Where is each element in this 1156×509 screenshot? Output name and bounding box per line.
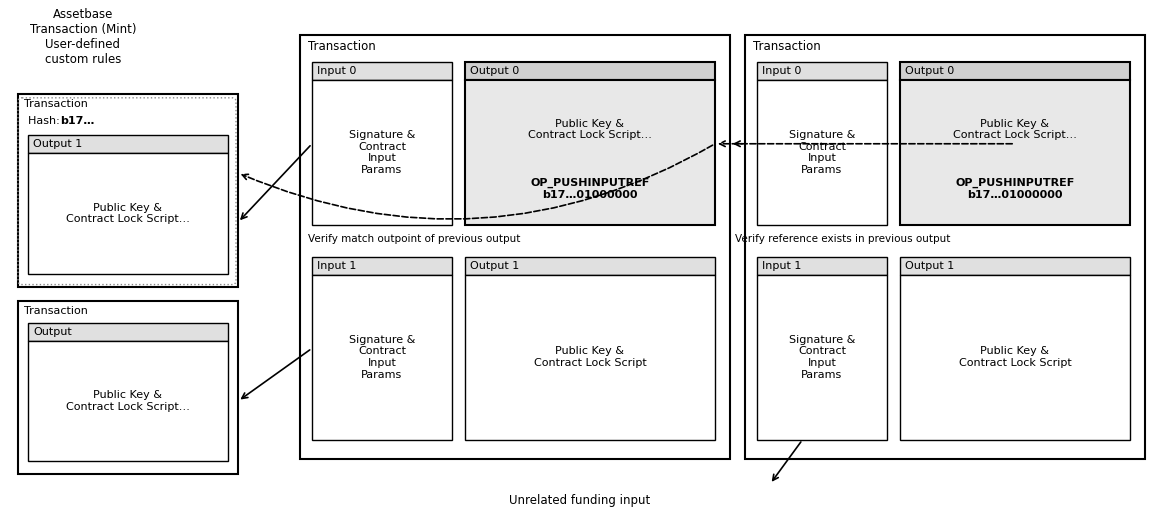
- Bar: [465, 80, 716, 225]
- Text: Output 1: Output 1: [905, 261, 954, 271]
- Bar: [465, 62, 716, 80]
- Text: Public Key &
Contract Lock Script…: Public Key & Contract Lock Script…: [953, 119, 1077, 140]
- Text: Signature &
Contract
Input
Params: Signature & Contract Input Params: [788, 130, 855, 175]
- Text: Signature &
Contract
Input
Params: Signature & Contract Input Params: [349, 130, 415, 175]
- Bar: [18, 301, 238, 474]
- Bar: [28, 323, 228, 341]
- Bar: [312, 62, 452, 80]
- Bar: [901, 62, 1131, 80]
- Bar: [301, 35, 729, 460]
- Text: Transaction: Transaction: [753, 40, 821, 52]
- Bar: [312, 257, 452, 275]
- Text: Input 0: Input 0: [317, 66, 356, 76]
- Text: Transaction: Transaction: [24, 306, 88, 316]
- Bar: [744, 35, 1144, 460]
- Bar: [757, 257, 887, 275]
- Text: Public Key &
Contract Lock Script: Public Key & Contract Lock Script: [958, 347, 1072, 368]
- Text: Output 1: Output 1: [470, 261, 519, 271]
- Text: Hash:: Hash:: [28, 116, 64, 126]
- Bar: [28, 153, 228, 274]
- Text: Output 0: Output 0: [470, 66, 519, 76]
- Bar: [28, 341, 228, 462]
- Text: Transaction: Transaction: [307, 40, 376, 52]
- Text: Output 0: Output 0: [905, 66, 954, 76]
- Bar: [465, 257, 716, 275]
- Bar: [901, 257, 1131, 275]
- Text: Verify reference exists in previous output: Verify reference exists in previous outp…: [735, 234, 950, 244]
- Text: OP_PUSHINPUTREF
b17…01000000: OP_PUSHINPUTREF b17…01000000: [955, 178, 1075, 200]
- Text: Public Key &
Contract Lock Script…: Public Key & Contract Lock Script…: [66, 203, 190, 224]
- Bar: [312, 80, 452, 225]
- Text: Input 1: Input 1: [317, 261, 356, 271]
- Bar: [757, 275, 887, 440]
- Text: Output 1: Output 1: [34, 139, 82, 149]
- Bar: [757, 62, 887, 80]
- Bar: [28, 135, 228, 153]
- Bar: [901, 275, 1131, 440]
- Text: Signature &
Contract
Input
Params: Signature & Contract Input Params: [788, 335, 855, 380]
- Bar: [18, 94, 238, 287]
- Text: b17…: b17…: [60, 116, 95, 126]
- Text: Output: Output: [34, 327, 72, 337]
- Text: Input 1: Input 1: [762, 261, 801, 271]
- Text: Public Key &
Contract Lock Script…: Public Key & Contract Lock Script…: [528, 119, 652, 140]
- Text: Assetbase
Transaction (Mint)
User-defined
custom rules: Assetbase Transaction (Mint) User-define…: [30, 8, 136, 66]
- Bar: [757, 80, 887, 225]
- Bar: [312, 275, 452, 440]
- Bar: [465, 275, 716, 440]
- Text: Unrelated funding input: Unrelated funding input: [510, 494, 651, 507]
- Text: Signature &
Contract
Input
Params: Signature & Contract Input Params: [349, 335, 415, 380]
- Text: OP_PUSHINPUTREF
b17…01000000: OP_PUSHINPUTREF b17…01000000: [531, 178, 650, 200]
- Text: Public Key &
Contract Lock Script…: Public Key & Contract Lock Script…: [66, 390, 190, 412]
- Bar: [901, 80, 1131, 225]
- Text: Public Key &
Contract Lock Script: Public Key & Contract Lock Script: [534, 347, 646, 368]
- Text: Input 0: Input 0: [762, 66, 801, 76]
- Text: Verify match outpoint of previous output: Verify match outpoint of previous output: [307, 234, 520, 244]
- Text: Transaction: Transaction: [24, 99, 88, 109]
